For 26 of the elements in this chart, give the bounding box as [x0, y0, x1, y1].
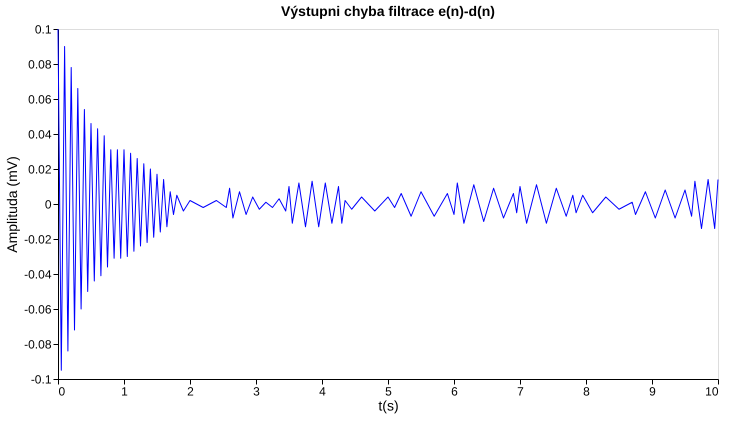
x-tick-label: 2 [187, 384, 194, 398]
y-axis-title: Amplituda (mV) [4, 156, 20, 253]
x-tick-label: 7 [517, 384, 524, 398]
y-tick-label: 0.08 [28, 58, 52, 72]
chart-title: Výstupni chyba filtrace e(n)-d(n) [281, 3, 495, 19]
y-tick-label: 0 [44, 198, 52, 212]
x-tick-label: 0 [58, 384, 66, 398]
line-series [58, 28, 718, 371]
x-tick-label: 4 [319, 384, 326, 398]
y-tick-label: -0.1 [30, 372, 52, 386]
x-tick-label: 3 [253, 384, 260, 398]
x-tick-label: 9 [649, 384, 656, 398]
x-axis-title: t(s) [378, 398, 399, 414]
y-tick-label: -0.06 [24, 302, 52, 316]
x-tick-label: 1 [121, 384, 128, 398]
y-tick-label: 0.06 [28, 92, 52, 106]
y-tick-label: -0.02 [24, 232, 52, 246]
x-tick-label: 5 [385, 384, 392, 398]
x-tick-label: 6 [451, 384, 458, 398]
y-tick-label: 0.04 [28, 128, 52, 142]
y-tick-label: 0.02 [28, 162, 52, 176]
y-tick-label: 0.1 [34, 22, 52, 36]
x-tick-label: 8 [583, 384, 590, 398]
y-tick-label: -0.08 [24, 338, 52, 352]
x-tick-label: 10 [705, 384, 719, 398]
y-tick-label: -0.04 [24, 268, 52, 282]
